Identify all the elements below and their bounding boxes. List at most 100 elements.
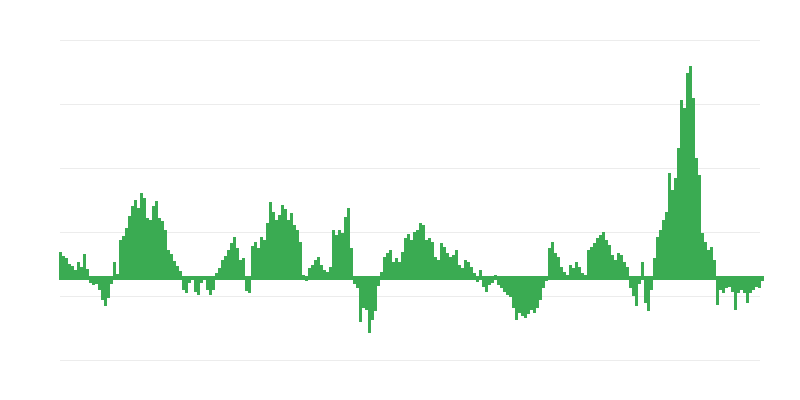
bar — [194, 276, 197, 292]
bar — [419, 223, 422, 280]
bar — [281, 205, 284, 280]
bar — [587, 250, 590, 280]
bar — [728, 276, 731, 287]
bar — [665, 212, 668, 280]
bar — [716, 276, 719, 305]
bar — [368, 276, 371, 333]
bar — [113, 262, 116, 280]
bar — [662, 220, 665, 280]
bar — [158, 218, 161, 280]
bar — [197, 276, 200, 295]
bar — [707, 250, 710, 280]
bar — [335, 235, 338, 280]
bar — [710, 247, 713, 280]
bar — [353, 276, 356, 284]
bar — [692, 98, 695, 280]
bar — [548, 248, 551, 280]
bar — [341, 233, 344, 280]
bar — [506, 276, 509, 295]
bar — [614, 260, 617, 280]
bar — [563, 272, 566, 280]
bar — [242, 258, 245, 280]
bar — [173, 261, 176, 280]
bar — [623, 262, 626, 280]
bar — [698, 175, 701, 280]
bar — [344, 217, 347, 280]
bar — [188, 276, 191, 283]
bar — [761, 276, 764, 281]
bar — [302, 275, 305, 280]
bar — [119, 240, 122, 280]
bar — [212, 276, 215, 290]
bar — [293, 225, 296, 280]
bar — [422, 225, 425, 280]
bar — [632, 276, 635, 296]
bar — [137, 208, 140, 280]
bars-group — [59, 66, 764, 333]
bar — [539, 276, 542, 300]
bar — [611, 255, 614, 280]
bar — [425, 240, 428, 280]
bar — [257, 248, 260, 280]
bar — [743, 276, 746, 293]
bar — [449, 257, 452, 280]
bar — [176, 266, 179, 280]
bar — [239, 260, 242, 280]
bar — [104, 276, 107, 306]
bar — [704, 242, 707, 280]
bar — [131, 206, 134, 280]
bar — [116, 274, 119, 280]
bar — [92, 276, 95, 285]
bar — [452, 255, 455, 280]
bar — [686, 73, 689, 280]
bar — [266, 223, 269, 280]
bar — [752, 276, 755, 290]
bar — [140, 193, 143, 280]
bar — [542, 276, 545, 288]
bar — [206, 276, 209, 290]
bar — [656, 237, 659, 280]
bar — [572, 268, 575, 280]
bar — [593, 243, 596, 280]
bar — [545, 276, 548, 281]
bar — [497, 276, 500, 285]
bar — [98, 276, 101, 290]
bar — [458, 265, 461, 280]
bar — [404, 238, 407, 280]
bar — [326, 272, 329, 280]
bar — [575, 262, 578, 280]
bar — [479, 270, 482, 280]
bar — [443, 247, 446, 280]
bar — [314, 260, 317, 280]
bar — [626, 267, 629, 280]
bar — [65, 258, 68, 280]
gridlines-group — [60, 40, 760, 361]
bar — [617, 253, 620, 280]
bar — [248, 276, 251, 293]
bar — [428, 238, 431, 280]
bar — [722, 276, 725, 293]
bar — [152, 206, 155, 280]
bar — [170, 254, 173, 280]
bar — [215, 273, 218, 280]
bar — [644, 276, 647, 303]
bar — [269, 202, 272, 280]
bar — [395, 258, 398, 280]
bar — [218, 268, 221, 280]
bar — [620, 255, 623, 280]
bar — [659, 230, 662, 280]
bar — [161, 221, 164, 280]
bar — [569, 265, 572, 280]
bar — [476, 276, 479, 282]
bar — [386, 253, 389, 280]
bar — [338, 230, 341, 280]
bar — [320, 265, 323, 280]
bar — [584, 275, 587, 280]
bar — [482, 276, 485, 287]
bar — [287, 220, 290, 280]
bar — [755, 276, 758, 287]
bar — [203, 276, 206, 280]
bar — [146, 218, 149, 280]
bar — [416, 230, 419, 280]
